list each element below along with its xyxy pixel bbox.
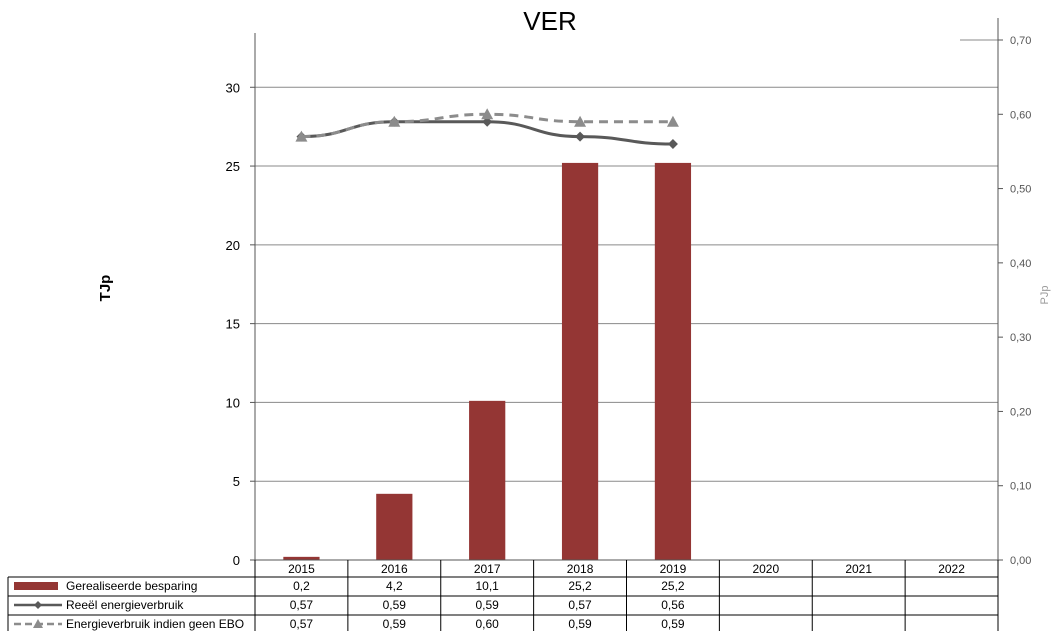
y-axis-label: TJp bbox=[97, 275, 114, 302]
y-tick-label: 25 bbox=[226, 159, 240, 174]
bar-2018 bbox=[561, 162, 599, 560]
y2-tick-label: 0,00 bbox=[1010, 555, 1031, 567]
marker-triangle bbox=[574, 115, 587, 127]
y-tick-label: 10 bbox=[226, 395, 240, 410]
y-tick-label: 0 bbox=[233, 553, 240, 568]
marker-triangle bbox=[666, 115, 679, 127]
y2-tick-label: 0,20 bbox=[1010, 406, 1031, 418]
x-tick-label: 2020 bbox=[752, 562, 779, 576]
data-label: 0,56 bbox=[661, 598, 685, 612]
y2-axis-label: PJp bbox=[1039, 286, 1051, 305]
data-label: 0,59 bbox=[383, 598, 407, 612]
legend-key-marker bbox=[34, 601, 42, 609]
y2-tick-label: 0,10 bbox=[1010, 481, 1031, 493]
data-label: 0,59 bbox=[568, 617, 592, 631]
data-label: 25,2 bbox=[661, 579, 685, 593]
y2-tick-label: 0,70 bbox=[1010, 35, 1031, 47]
data-label: 10,1 bbox=[476, 579, 500, 593]
data-label: 0,2 bbox=[293, 579, 310, 593]
marker-diamond bbox=[667, 139, 678, 149]
chart-title: VER bbox=[523, 6, 576, 36]
x-tick-label: 2016 bbox=[381, 562, 408, 576]
data-table: 2015 2016 2017 2018 2019 2020 2021 2022 Gerealis… bbox=[7, 560, 999, 631]
bar-2016 bbox=[376, 493, 413, 560]
y2-tick-label: 0,50 bbox=[1010, 184, 1031, 196]
marker-triangle bbox=[295, 130, 308, 142]
y-tick-label: 15 bbox=[226, 317, 240, 332]
marker-triangle bbox=[481, 108, 494, 120]
y2-tick-label: 0,40 bbox=[1010, 258, 1031, 270]
x-tick-label: 2021 bbox=[845, 562, 872, 576]
legend-label: Reeël energieverbruik bbox=[66, 598, 184, 612]
bar-series bbox=[283, 162, 692, 560]
x-tick-label: 2022 bbox=[938, 562, 965, 576]
x-tick-label: 2015 bbox=[288, 562, 315, 576]
gridlines bbox=[255, 39, 998, 482]
bar-2019 bbox=[654, 162, 692, 560]
data-label: 4,2 bbox=[386, 579, 403, 593]
x-tick-label: 2019 bbox=[660, 562, 687, 576]
data-label: 0,60 bbox=[476, 617, 500, 631]
data-label: 0,59 bbox=[476, 598, 500, 612]
y-tick-label: 5 bbox=[233, 474, 240, 489]
y-tick-label: 20 bbox=[226, 238, 240, 253]
line-series bbox=[295, 108, 679, 149]
bar-2015 bbox=[283, 556, 320, 560]
y2-tick-label: 0,30 bbox=[1010, 332, 1031, 344]
data-label: 0,59 bbox=[383, 617, 407, 631]
axes: 0 5 10 15 20 25 30 0,00 0,10 0,20 0,30 0,40 0,50 0,60… bbox=[226, 18, 1031, 568]
x-tick-label: 2017 bbox=[474, 562, 501, 576]
y2-tick-label: 0,60 bbox=[1010, 109, 1031, 121]
legend-label: Energieverbruik indien geen EBO bbox=[66, 617, 244, 631]
marker-triangle bbox=[388, 115, 401, 127]
data-label: 0,57 bbox=[290, 598, 314, 612]
data-label: 0,57 bbox=[568, 598, 592, 612]
x-tick-label: 2018 bbox=[567, 562, 594, 576]
legend-key-bar bbox=[14, 582, 58, 590]
marker-diamond bbox=[575, 131, 586, 142]
bar-2017 bbox=[469, 400, 506, 560]
data-label: 0,57 bbox=[290, 617, 314, 631]
legend-key-marker bbox=[33, 619, 43, 628]
y-tick-label: 30 bbox=[226, 80, 240, 95]
legend-label: Gerealiseerde besparing bbox=[66, 579, 197, 593]
data-label: 25,2 bbox=[568, 579, 592, 593]
data-label: 0,59 bbox=[661, 617, 685, 631]
